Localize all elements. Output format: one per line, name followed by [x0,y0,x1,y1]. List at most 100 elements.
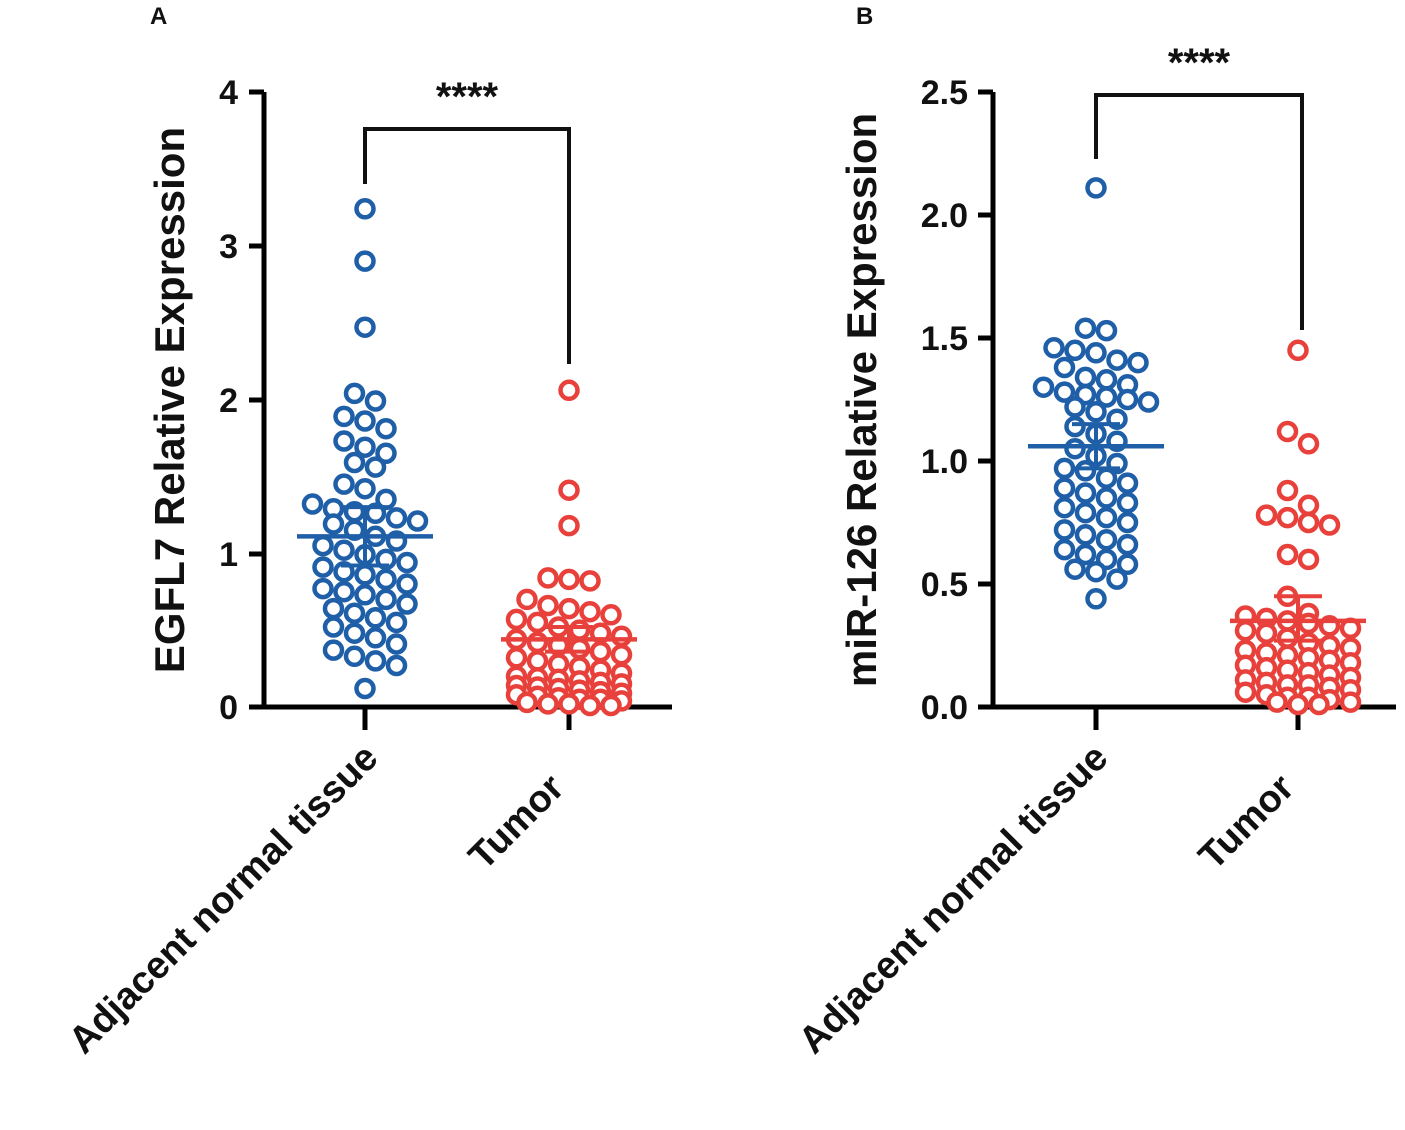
data-point [1095,386,1118,408]
data-point [354,198,376,220]
data-point [1339,691,1362,713]
data-point [1266,691,1288,713]
significance-bracket [1094,93,1304,330]
data-point [322,513,345,535]
data-point [333,405,355,428]
y-tick-label: 0 [219,689,238,727]
data-point [1116,472,1139,494]
data-point [1095,487,1118,509]
data-point [354,584,376,606]
data-point [343,602,366,624]
data-point [1276,627,1299,649]
data-point [375,568,397,591]
data-point [537,567,559,589]
panel-a-y-ticks: 0 1 2 3 4 [219,74,264,727]
data-point [1318,514,1341,536]
y-tick-label: 1 [219,536,238,574]
data-point [600,694,622,717]
data-point [354,677,376,700]
data-point [1074,524,1097,546]
data-point [354,316,376,338]
significance-bracket [363,127,571,364]
data-point [1053,477,1076,499]
data-point [375,417,397,440]
data-point [1106,349,1128,371]
data-point [516,588,538,611]
data-point [610,625,633,648]
x-category-label: Tumor [461,767,572,878]
data-point [343,382,366,405]
data-point [333,430,355,452]
panel-b-series-normal [1028,177,1164,610]
data-point [558,514,580,537]
data-point [385,654,408,677]
data-point [385,611,408,634]
data-point [558,379,580,402]
data-point [1043,337,1065,359]
data-point [1074,543,1097,566]
data-point [600,604,622,626]
panel-b: B miR-126 Relative Expression 0.0 0.5 1.… [791,3,1396,1062]
data-point [1276,420,1299,443]
data-point [322,616,345,638]
data-point [1116,388,1139,411]
data-point [1276,506,1299,529]
data-point [1297,511,1320,534]
data-point [526,650,549,672]
data-point [1064,558,1086,580]
x-category-label: Adjacent normal tissue [61,737,386,1062]
data-point [568,619,591,641]
data-point [1053,381,1076,403]
data-point [1095,369,1118,391]
data-point [1255,504,1278,526]
panel-a-y-axis-title: EGFL7 Relative Expression [146,127,193,673]
data-point [1297,548,1320,571]
significance-stars: **** [1168,41,1231,85]
data-point [406,510,429,532]
data-point [343,645,366,668]
data-point [1116,511,1139,534]
data-point [354,436,376,458]
data-point [558,568,580,591]
data-point [1064,339,1086,362]
data-point [1095,319,1118,342]
data-point [1053,457,1076,480]
data-point [312,534,334,557]
x-category-label: Adjacent normal tissue [791,737,1116,1062]
data-point [1127,351,1149,374]
data-point [1276,479,1299,502]
data-point [354,410,376,432]
data-point [396,573,418,595]
data-point [1074,366,1097,389]
data-point [1287,693,1309,716]
data-point [589,640,612,663]
data-point [333,580,355,603]
data-point [343,451,366,474]
data-point [1064,396,1086,418]
panel-a-label: A [150,3,167,30]
data-point [1085,401,1107,423]
data-point [579,694,601,717]
data-point [1234,619,1257,642]
panel-a: A EGFL7 Relative Expression 0 1 2 3 4 Ad… [61,3,672,1062]
data-point [1297,612,1320,635]
data-point [1106,568,1128,590]
y-tick-label: 0.5 [921,566,968,604]
data-point [516,691,538,714]
data-point [505,608,528,631]
data-point [364,390,387,412]
data-point [610,643,633,666]
data-point [364,650,387,672]
data-point [322,639,345,661]
data-point [1064,437,1086,460]
data-point [375,588,397,611]
panel-b-y-axis-title: miR-126 Relative Expression [838,113,885,687]
data-point [568,637,591,660]
data-point [1085,560,1107,583]
data-point [537,594,559,617]
data-point [385,633,408,655]
data-point [526,611,549,634]
data-point [1085,588,1107,610]
data-point [301,493,324,515]
